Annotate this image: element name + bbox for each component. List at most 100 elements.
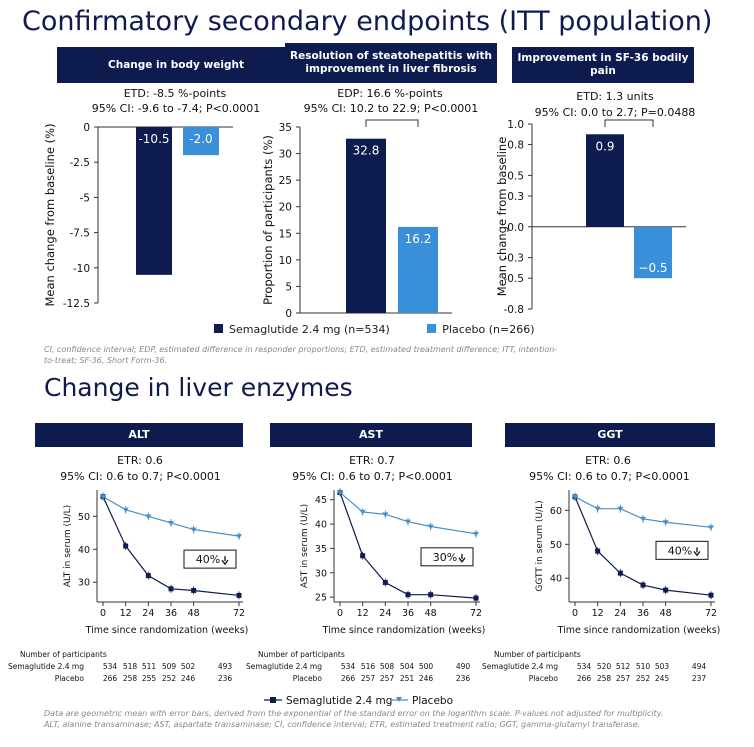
line-placebo (102, 496, 240, 537)
legend-label-sema: Semaglutide 2.4 mg (n=534) (229, 323, 390, 336)
participants-sema-count: 516 (360, 662, 376, 671)
y-tick-label: 50 (78, 512, 90, 523)
point-placebo (382, 512, 389, 518)
line-placebo (339, 491, 477, 535)
point-semaglutide (595, 548, 601, 554)
x-tick-label: 24 (379, 608, 391, 619)
point-placebo (100, 494, 106, 500)
y-tick-label: 40 (315, 520, 327, 531)
reduction-box (183, 549, 237, 569)
footnote-bottom-2: ALT, alanine transaminase; AST, aspartat… (44, 720, 641, 729)
participants-placebo-label: Placebo (528, 674, 558, 683)
participants-sema-count: 503 (654, 662, 670, 671)
down-arrow-icon (458, 553, 466, 563)
participants-sema-count: 490 (455, 662, 471, 671)
reduction-label: 40% (668, 544, 692, 557)
participants-title: Number of participants (494, 650, 581, 659)
participants-sema-count: 512 (615, 662, 631, 671)
significance-bracket (365, 119, 419, 127)
chart-steatohepatitis: 0 5 10 15 20 25 30 35 32.8 16.2 Proportion of part… (261, 119, 452, 320)
participants-sema-count: 508 (379, 662, 395, 671)
y-tick-label: 30 (315, 568, 327, 579)
y-tick-label: 35 (279, 122, 292, 134)
point-placebo (640, 516, 646, 522)
participants-placebo-count: 258 (122, 674, 138, 683)
stat1-alt: ETR: 0.6 (117, 454, 163, 467)
x-tick-label: 12 (120, 608, 132, 619)
x-tick-label: 36 (637, 608, 649, 619)
y-tick-label: 60 (550, 506, 562, 517)
participants-sema-count: 500 (418, 662, 434, 671)
y-tick-label: 30 (78, 578, 90, 589)
bar-label-placebo: 16.2 (405, 232, 432, 246)
x-tick-label: 12 (592, 608, 604, 619)
participants-sema-label: Semaglutide 2.4 mg (7, 662, 84, 671)
participants-sema-label: Semaglutide 2.4 mg (245, 662, 322, 671)
bar-placebo (398, 226, 438, 313)
y-tick-label: 0.0 (507, 222, 524, 234)
y-tick-label: 0.8 (507, 140, 524, 152)
bar-semaglutide (586, 134, 624, 227)
bar-label-placebo: -2.0 (189, 132, 212, 146)
stat2-ast: 95% CI: 0.6 to 0.7; P<0.0001 (292, 470, 453, 483)
reduction-label: 30% (433, 551, 457, 564)
x-axis-label: Time since randomization (weeks) (557, 625, 721, 636)
y-tick-label: 1.0 (507, 119, 524, 131)
legend-top: Semaglutide 2.4 mg (n=534) Placebo (n=26… (214, 323, 535, 336)
point-semaglutide (236, 592, 242, 598)
participants-table-ggt: Number of participants Semaglutide 2.4 mg… (482, 650, 722, 686)
y-tick-label: 0 (285, 308, 292, 320)
y-tick-label: -12.5 (63, 298, 90, 310)
point-semaglutide (191, 587, 197, 593)
header-ast: AST (270, 423, 472, 447)
participants-placebo-count: 246 (180, 674, 196, 683)
y-tick-label: 25 (315, 593, 327, 604)
x-tick-label: 72 (705, 608, 717, 619)
legend-label-placebo: Placebo (n=266) (442, 323, 535, 336)
participants-placebo-count: 257 (615, 674, 631, 683)
point-placebo (337, 490, 343, 496)
y-axis-label: Mean change from baseline (%) (43, 123, 57, 306)
x-tick-label: 12 (357, 608, 369, 619)
x-tick-label: 0 (337, 608, 343, 619)
point-placebo (122, 507, 129, 513)
y-tick-label: 45 (315, 495, 327, 506)
x-tick-label: 48 (660, 608, 672, 619)
y-axis-label: Proportion of participants (%) (261, 135, 275, 305)
participants-title: Number of participants (20, 650, 107, 659)
footnote-bottom-1: Data are geometric mean with error bars,… (44, 709, 664, 718)
y-tick-label: 50 (550, 540, 562, 551)
line-placebo (574, 496, 712, 528)
significance-bracket (604, 119, 654, 127)
y-tick-label: -0.5 (504, 273, 525, 285)
chart-alt: 30 40 50 0 12 24 36 48 72 40% ALT in serum (U/L) Ti… (63, 490, 249, 636)
stat1-ast: ETR: 0.7 (349, 454, 395, 467)
participants-sema-count: 510 (635, 662, 651, 671)
header-sf36: Improvement in SF-36 bodily pain (512, 47, 694, 83)
participants-sema-count: 502 (180, 662, 196, 671)
participants-placebo-count: 266 (340, 674, 356, 683)
y-axis-label: Mean change from baseline (495, 137, 509, 297)
y-tick-label: -5 (80, 192, 90, 204)
x-tick-label: 36 (165, 608, 177, 619)
x-axis-label: Time since randomization (weeks) (85, 625, 249, 636)
header-steatohepatitis: Resolution of steatohepatitis with impro… (285, 43, 497, 83)
participants-table-ast: Number of participants Semaglutide 2.4 mg… (246, 650, 486, 686)
point-semaglutide (382, 580, 388, 586)
y-tick-label: 0 (83, 122, 90, 134)
y-tick-label: -2.5 (70, 157, 91, 169)
reduction-box (420, 547, 474, 567)
stat1-ggt: ETR: 0.6 (585, 454, 631, 467)
line-semaglutide (102, 496, 240, 597)
participants-sema-count: 534 (102, 662, 118, 671)
legend-swatch-sema (214, 324, 223, 333)
legend-marker-placebo (396, 697, 402, 702)
chart-sf36: 1.0 0.8 0.5 0.3 0.0 -0.3 -0.5 -0.8 0.9 −0.5 Mean c… (495, 119, 686, 316)
point-placebo (427, 524, 434, 530)
participants-placebo-label: Placebo (54, 674, 84, 683)
point-placebo (594, 506, 601, 512)
reduction-box (655, 540, 709, 560)
x-tick-label: 0 (100, 608, 106, 619)
stat2-steatohepatitis: 95% CI: 10.2 to 22.9; P<0.0001 (303, 102, 479, 115)
bar-placebo (183, 127, 219, 156)
